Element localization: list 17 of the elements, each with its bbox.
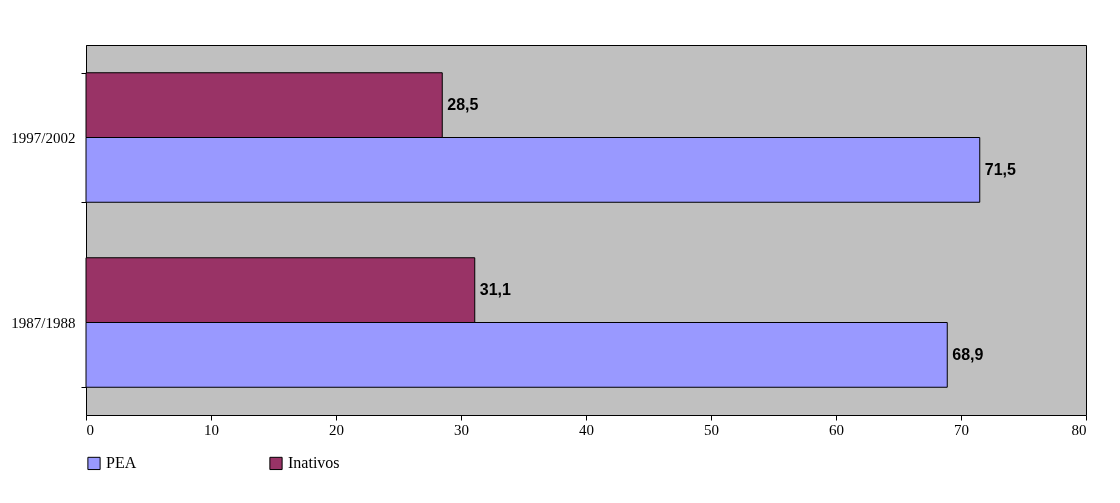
data-label: 31,1 [479, 281, 511, 299]
x-tick-label: 50 [704, 421, 719, 438]
x-tick-label: 40 [579, 421, 594, 438]
legend-label: PEA [106, 454, 137, 472]
x-tick-label: 30 [454, 421, 469, 438]
y-tick-label: 1987/1988 [11, 315, 76, 331]
data-label: 71,5 [984, 160, 1016, 178]
x-tick-label: 20 [329, 421, 344, 438]
x-tick-label: 70 [954, 421, 969, 438]
data-label: 68,9 [952, 345, 984, 363]
x-tick-label: 80 [1071, 421, 1087, 438]
x-tick-label: 10 [204, 421, 219, 438]
x-tick-label: 60 [829, 421, 844, 438]
x-tick-label: 0 [86, 421, 94, 438]
data-label: 28,5 [447, 96, 479, 114]
legend-label: Inativos [288, 454, 340, 472]
y-tick-label: 1997/2002 [11, 130, 76, 146]
